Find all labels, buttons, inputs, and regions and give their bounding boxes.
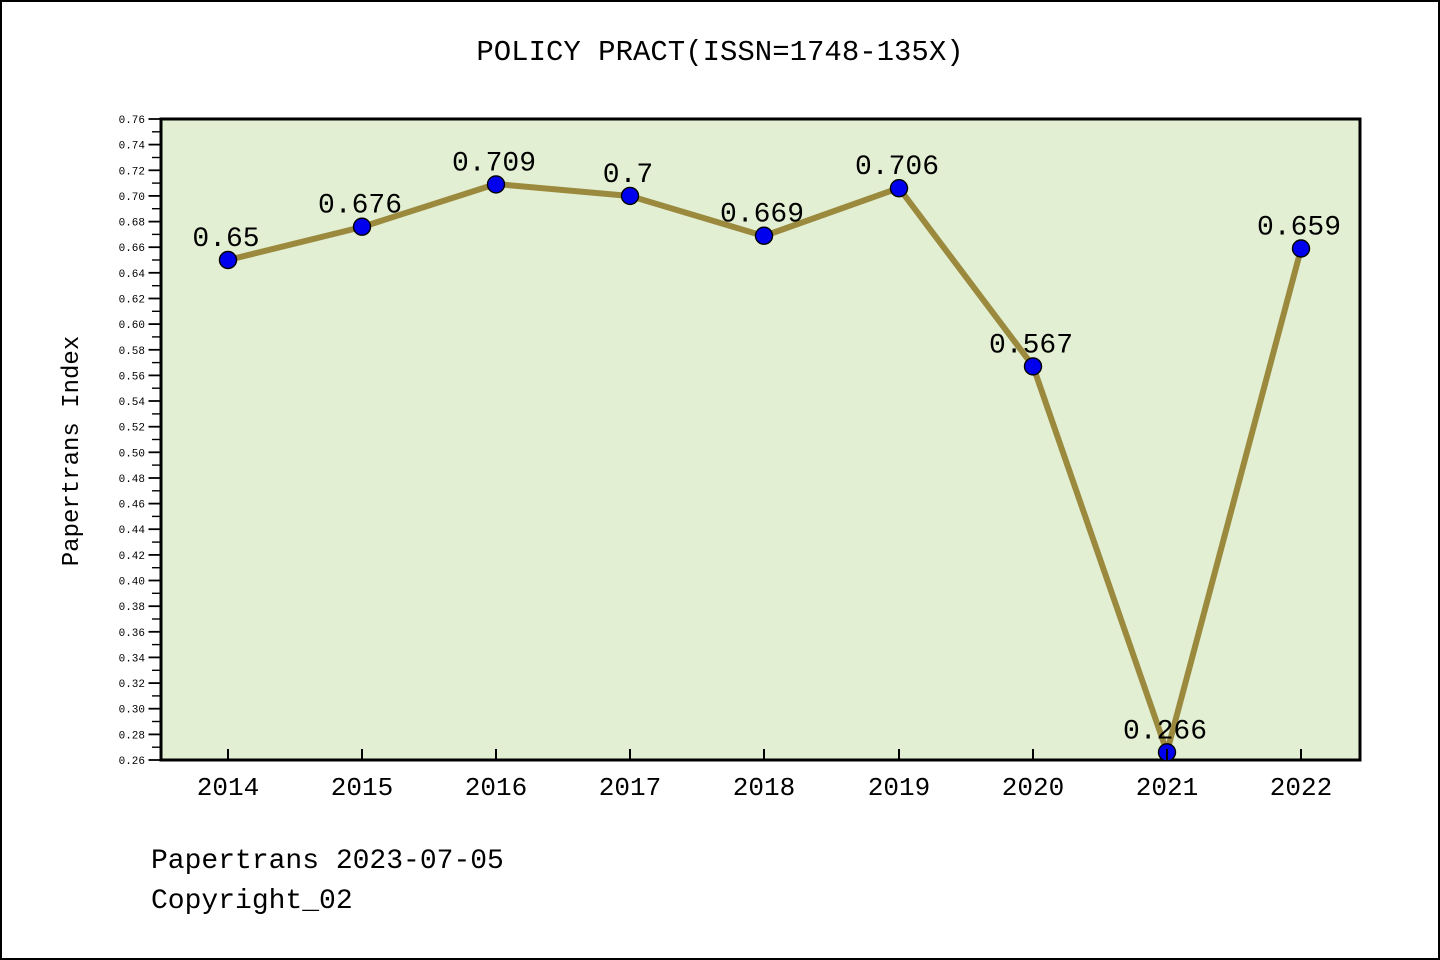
svg-text:0.62: 0.62	[119, 295, 145, 307]
svg-text:0.68: 0.68	[119, 218, 145, 230]
svg-text:0.48: 0.48	[119, 474, 145, 486]
svg-text:0.706: 0.706	[855, 152, 939, 183]
svg-text:0.266: 0.266	[1123, 716, 1207, 747]
svg-text:0.26: 0.26	[119, 756, 145, 768]
svg-text:0.50: 0.50	[119, 448, 145, 460]
svg-text:0.76: 0.76	[119, 115, 145, 127]
svg-text:2017: 2017	[599, 773, 661, 803]
svg-text:2015: 2015	[331, 773, 393, 803]
svg-text:0.65: 0.65	[192, 224, 259, 255]
svg-text:2016: 2016	[465, 773, 527, 803]
svg-text:0.36: 0.36	[119, 628, 145, 640]
svg-text:0.567: 0.567	[989, 330, 1073, 361]
svg-text:0.38: 0.38	[119, 602, 145, 614]
svg-text:0.54: 0.54	[119, 397, 146, 409]
svg-text:0.709: 0.709	[452, 148, 536, 179]
svg-text:0.46: 0.46	[119, 500, 145, 512]
svg-text:0.52: 0.52	[119, 423, 145, 435]
svg-text:0.60: 0.60	[119, 320, 145, 332]
svg-text:Papertrans Index: Papertrans Index	[59, 336, 86, 566]
svg-text:2018: 2018	[733, 773, 795, 803]
svg-text:2020: 2020	[1002, 773, 1064, 803]
svg-text:2021: 2021	[1136, 773, 1198, 803]
svg-text:2019: 2019	[868, 773, 930, 803]
svg-text:0.40: 0.40	[119, 577, 145, 589]
svg-text:0.659: 0.659	[1257, 213, 1341, 244]
svg-text:0.58: 0.58	[119, 346, 145, 358]
svg-text:0.72: 0.72	[119, 166, 145, 178]
svg-text:0.7: 0.7	[603, 160, 653, 191]
svg-text:2014: 2014	[197, 773, 259, 803]
svg-text:0.30: 0.30	[119, 705, 145, 717]
svg-text:0.28: 0.28	[119, 730, 145, 742]
svg-text:0.34: 0.34	[119, 653, 146, 665]
svg-text:0.74: 0.74	[119, 141, 146, 153]
svg-text:0.42: 0.42	[119, 551, 145, 563]
svg-text:2022: 2022	[1270, 773, 1332, 803]
svg-text:POLICY PRACT(ISSN=1748-135X): POLICY PRACT(ISSN=1748-135X)	[476, 36, 963, 69]
svg-text:Copyright_02: Copyright_02	[151, 886, 353, 917]
svg-text:0.32: 0.32	[119, 679, 145, 691]
svg-text:0.669: 0.669	[720, 200, 804, 231]
svg-text:0.56: 0.56	[119, 371, 145, 383]
svg-text:0.70: 0.70	[119, 192, 145, 204]
svg-text:0.676: 0.676	[318, 191, 402, 222]
svg-text:Papertrans 2023-07-05: Papertrans 2023-07-05	[151, 846, 504, 877]
svg-text:0.64: 0.64	[119, 269, 146, 281]
svg-text:0.44: 0.44	[119, 525, 146, 537]
svg-text:0.66: 0.66	[119, 243, 145, 255]
